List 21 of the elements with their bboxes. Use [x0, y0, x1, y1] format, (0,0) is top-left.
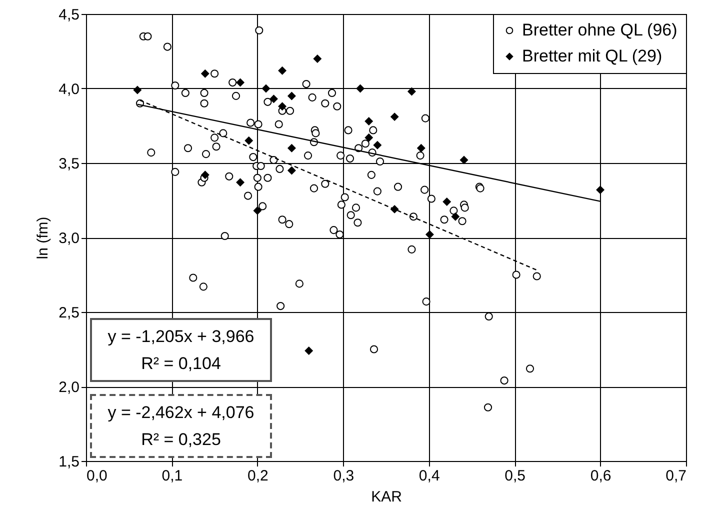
y-axis-title: ln (fm)	[34, 216, 52, 260]
x-tick-label: 0,2	[248, 468, 268, 484]
y-tick-label: 2,0	[58, 379, 80, 396]
y-tick-label: 2,5	[58, 304, 80, 322]
legend-label: Bretter mit QL (29)	[522, 46, 662, 66]
y-tick-label: 4,5	[58, 6, 80, 24]
y-tick-label: 4,0	[58, 81, 80, 98]
equation-box: y = -1,205x + 3,966 R² = 0,104	[90, 318, 272, 382]
x-tick-label: 0,3	[333, 468, 354, 484]
x-tick-label: 0,1	[162, 468, 183, 484]
y-tick-label: 1,5	[58, 454, 80, 470]
x-tick-label: 0,5	[504, 468, 526, 484]
x-tick-label: 0,6	[590, 468, 612, 484]
x-tick-label: 0,4	[418, 468, 440, 484]
x-tick-label: 0,7	[666, 468, 686, 484]
y-tick-label: 3,5	[58, 156, 80, 172]
equation-box: y = -2,462x + 4,076 R² = 0,325	[90, 394, 272, 458]
legend-label: Bretter ohne QL (96)	[522, 20, 678, 40]
x-tick-label: 0,0	[86, 468, 108, 484]
y-tick-label: 3,0	[58, 230, 80, 247]
x-axis-title: KAR	[371, 488, 402, 506]
